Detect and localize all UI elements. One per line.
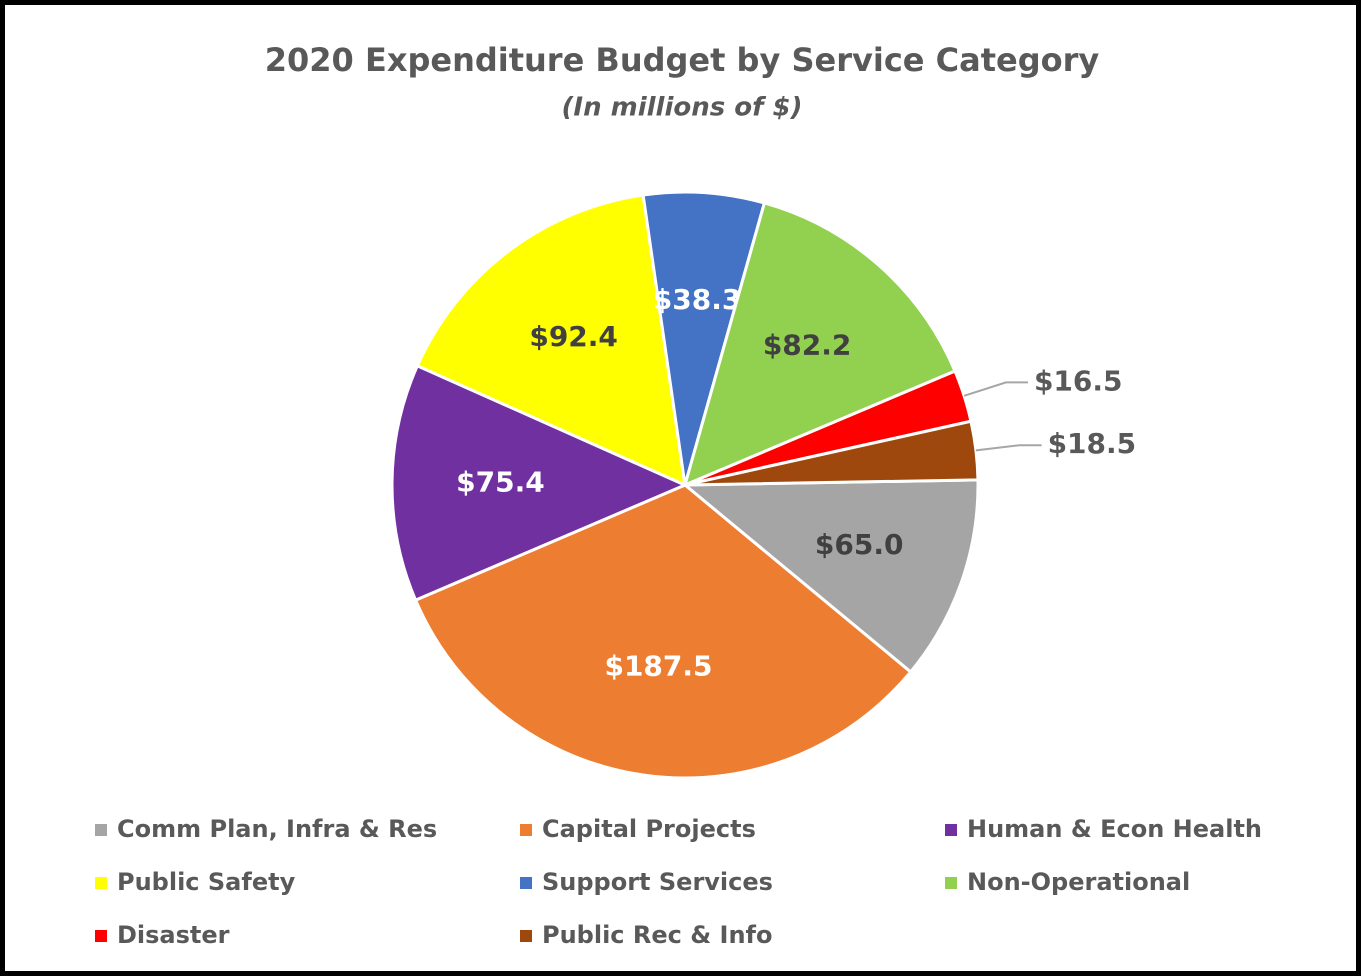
data-label: $92.4: [529, 320, 618, 353]
pie-slice: [390, 363, 689, 603]
legend-swatch: [95, 877, 107, 889]
pie-slice: [680, 478, 980, 675]
data-label: $187.5: [604, 650, 712, 683]
legend-label: Comm Plan, Infra & Res: [117, 815, 437, 843]
legend-swatch: [520, 824, 532, 836]
legend-swatch: [95, 824, 107, 836]
pie-slice: [641, 190, 767, 486]
legend-label: Capital Projects: [542, 815, 756, 843]
pie-slice: [413, 483, 913, 780]
legend-swatch: [945, 877, 957, 889]
pie-slice: [684, 419, 980, 487]
data-label: $65.0: [815, 528, 904, 561]
data-label: $38.3: [653, 283, 742, 316]
legend-swatch: [95, 930, 107, 942]
legend-label: Human & Econ Health: [967, 815, 1262, 843]
legend-label: Public Safety: [117, 868, 296, 896]
data-label: $18.5: [1048, 427, 1137, 460]
pie-slice: [415, 193, 687, 488]
legend-swatch: [520, 930, 532, 942]
data-label: $82.2: [763, 329, 852, 362]
legend-swatch: [520, 877, 532, 889]
pie-slice: [682, 201, 957, 488]
leader-line: [963, 381, 1028, 397]
legend-label: Public Rec & Info: [542, 921, 772, 949]
chart-subtitle: (In millions of $): [562, 93, 803, 123]
data-label: $75.4: [456, 466, 545, 499]
leader-line: [975, 444, 1042, 452]
legend-label: Non-Operational: [967, 868, 1190, 896]
data-label: $16.5: [1034, 364, 1123, 397]
legend-swatch: [945, 824, 957, 836]
chart-title: 2020 Expenditure Budget by Service Categ…: [265, 41, 1100, 79]
legend-label: Disaster: [117, 921, 230, 949]
legend-label: Support Services: [542, 868, 773, 896]
